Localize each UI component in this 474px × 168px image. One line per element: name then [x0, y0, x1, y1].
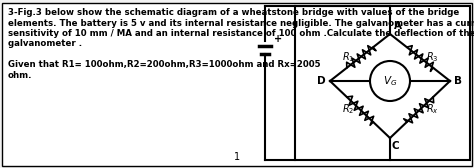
Circle shape — [370, 61, 410, 101]
Text: C: C — [392, 141, 400, 151]
Text: $R_2$: $R_2$ — [342, 103, 354, 116]
Text: $V_G$: $V_G$ — [383, 74, 397, 88]
Text: galvanometer .: galvanometer . — [8, 39, 82, 49]
Text: ohm.: ohm. — [8, 71, 33, 80]
Text: +: + — [274, 34, 282, 44]
Text: A: A — [394, 21, 402, 31]
Text: $R_3$: $R_3$ — [426, 51, 438, 64]
Text: $R_1$: $R_1$ — [342, 51, 354, 64]
Text: elements. The battery is 5 v and its internal resistance negligible. The galvano: elements. The battery is 5 v and its int… — [8, 18, 474, 28]
Text: sensitivity of 10 mm / MA and an internal resistance of 100 ohm .Calculate the d: sensitivity of 10 mm / MA and an interna… — [8, 29, 474, 38]
Text: 1: 1 — [234, 152, 240, 162]
Text: Given that R1= 100ohm,R2=200ohm,R3=1000ohm and Rx=2005: Given that R1= 100ohm,R2=200ohm,R3=1000o… — [8, 60, 320, 70]
Text: B: B — [454, 76, 462, 86]
Bar — [295, 6, 470, 160]
Text: 3-Fig.3 below show the schematic diagram of a wheatstone bridge with values of t: 3-Fig.3 below show the schematic diagram… — [8, 8, 459, 17]
Text: D: D — [318, 76, 326, 86]
Text: $R_x$: $R_x$ — [426, 103, 438, 116]
